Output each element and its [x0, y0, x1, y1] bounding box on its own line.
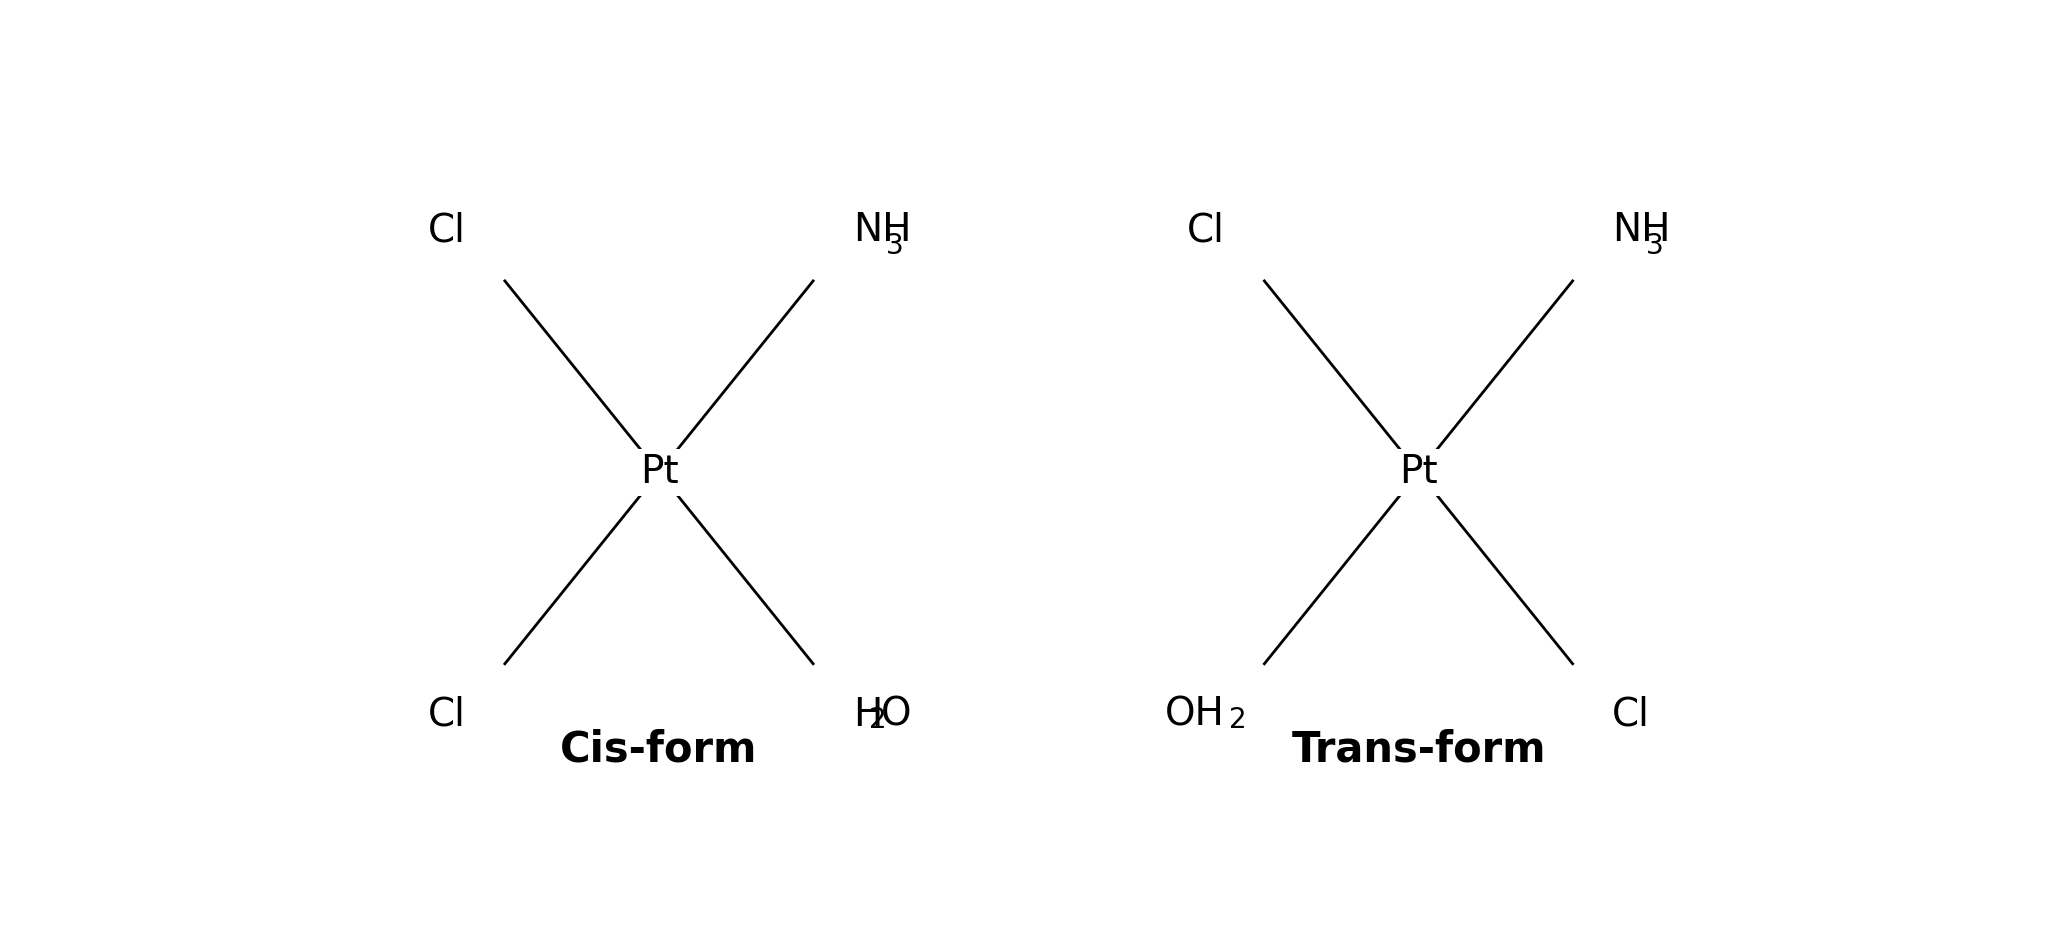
Text: 3: 3: [1645, 232, 1663, 259]
Text: 2: 2: [868, 706, 887, 734]
Text: NH: NH: [852, 211, 911, 249]
Text: Cl: Cl: [1188, 211, 1225, 249]
Text: Cl: Cl: [1612, 695, 1651, 734]
Text: Trans-form: Trans-form: [1290, 728, 1546, 771]
Text: Cl: Cl: [428, 695, 465, 734]
Text: Pt: Pt: [1399, 453, 1438, 491]
Text: NH: NH: [1612, 211, 1671, 249]
Text: 2: 2: [1229, 706, 1247, 734]
Text: Pt: Pt: [639, 453, 678, 491]
Text: O: O: [881, 695, 911, 734]
Text: Cis-form: Cis-form: [561, 728, 758, 771]
Text: 3: 3: [887, 232, 903, 259]
Text: Cl: Cl: [428, 211, 465, 249]
Text: H: H: [852, 695, 883, 734]
Text: OH: OH: [1165, 695, 1225, 734]
